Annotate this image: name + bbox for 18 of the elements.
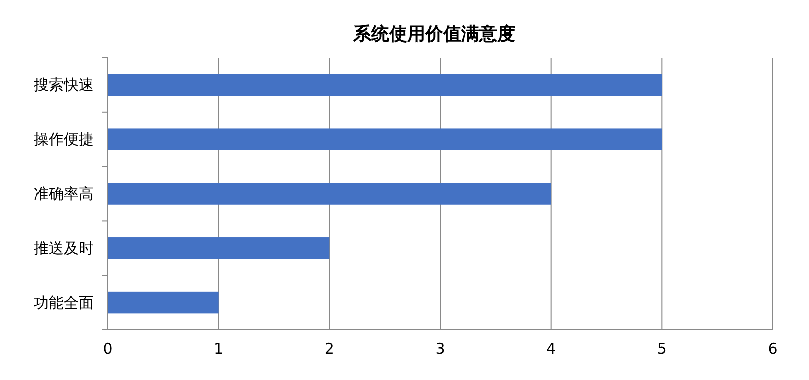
y-tick-label: 功能全面	[34, 294, 94, 312]
bar	[108, 292, 219, 314]
y-tick-label: 准确率高	[34, 185, 94, 203]
x-tick-label: 4	[546, 340, 556, 358]
y-tick-label: 操作便捷	[34, 130, 94, 149]
bar	[108, 183, 552, 205]
bar	[108, 238, 330, 260]
bar	[108, 74, 662, 96]
y-tick-label: 推送及时	[34, 239, 94, 258]
x-tick-label: 2	[324, 340, 334, 358]
x-tick-label: 1	[214, 340, 224, 358]
x-tick-label: 3	[436, 340, 446, 358]
x-tick-label: 0	[103, 340, 113, 358]
chart-title: 系统使用价值满意度	[352, 24, 516, 45]
x-tick-label: 6	[768, 340, 778, 358]
x-tick-label: 5	[657, 340, 667, 358]
bar	[108, 128, 662, 150]
y-tick-label: 搜索快速	[34, 76, 94, 94]
